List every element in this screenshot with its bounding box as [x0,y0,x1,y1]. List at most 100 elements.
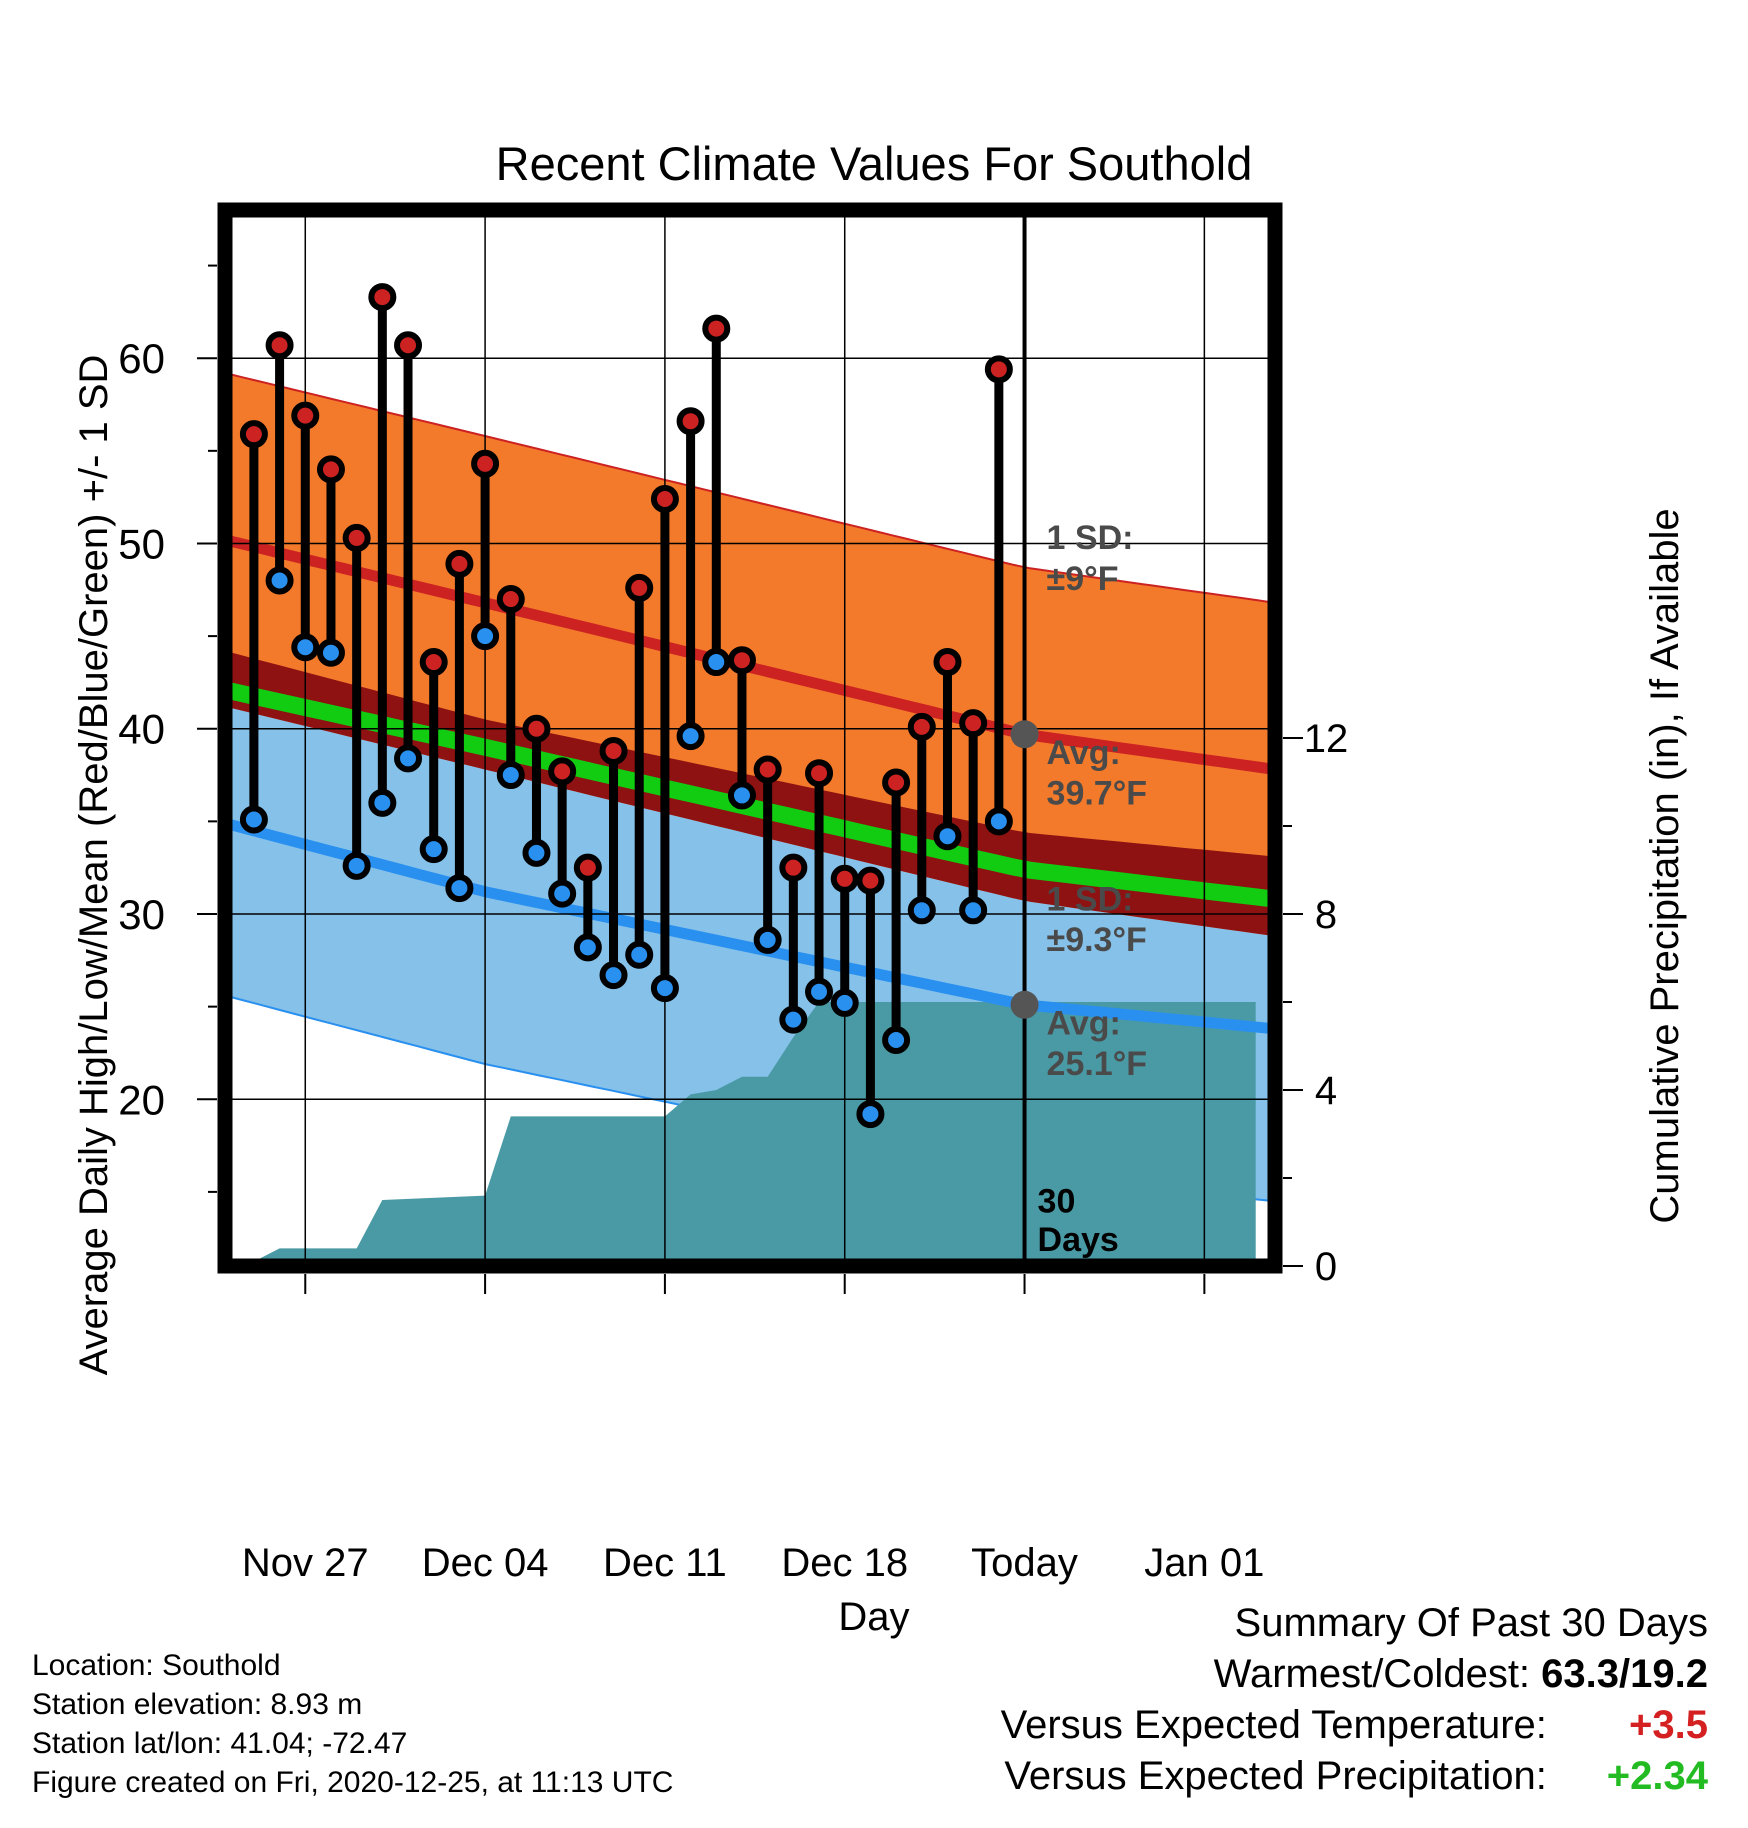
daily-high-point [727,646,756,675]
station-info: Location: Southold Station elevation: 8.… [32,1646,673,1802]
daily-high-point [239,420,268,449]
y2-tick-label: 12 [1304,717,1349,761]
daily-high-point [907,712,936,741]
daily-low-point [342,851,371,880]
y2-tick-label: 0 [1315,1245,1337,1289]
daily-low-point [239,805,268,834]
high-sd-label: 1 SD: [1047,519,1134,557]
daily-high-point [342,523,371,552]
daily-low-point [702,648,731,677]
figure-created: Figure created on Fri, 2020-12-25, at 11… [32,1766,674,1799]
days-label: Days [1038,1221,1119,1259]
daily-low-point [471,622,500,651]
summary-panel: Summary Of Past 30 Days Warmest/Coldest:… [1001,1598,1708,1802]
station-location: Location: Southold [32,1649,281,1682]
daily-low-point [316,638,345,667]
daily-high-point [959,709,988,738]
daily-high-point [676,407,705,436]
y-tick-label: 30 [118,891,165,938]
station-elevation: Station elevation: 8.93 m [32,1688,363,1721]
daily-low-point [419,835,448,864]
daily-low-point [625,940,654,969]
station-latlon: Station lat/lon: 41.04; -72.47 [32,1727,408,1760]
daily-low-point [856,1100,885,1129]
precipitation-value: +2.34 [1606,1754,1708,1798]
daily-high-point [496,585,525,614]
high-avg-label: Avg: [1047,734,1121,772]
warmest-coldest-label: Warmest/Coldest: [1213,1652,1531,1696]
summary-precipitation: Versus Expected Precipitation: +2.34 [1001,1751,1708,1802]
daily-low-point [599,961,628,990]
daily-low-point [548,879,577,908]
y-tick-label: 40 [118,706,165,753]
daily-high-point [650,485,679,514]
high-sd-value: ±9°F [1047,560,1119,598]
daily-low-point [573,933,602,962]
daily-high-point [316,455,345,484]
y-tick-label: 50 [118,520,165,567]
daily-high-point [599,736,628,765]
y-tick-label: 60 [118,335,165,382]
daily-low-point [265,566,294,595]
daily-high-point [291,401,320,430]
days-count: 30 [1038,1182,1076,1220]
daily-low-point [368,788,397,817]
x-tick-label: Today [971,1541,1078,1585]
daily-low-point [650,974,679,1003]
low-sd-label: 1 SD: [1047,880,1134,918]
plot-frame [217,202,1283,1274]
daily-high-point [548,757,577,786]
x-axis-label: Day [838,1595,909,1639]
y2-axis-label: Cumulative Precipitation (in), If Availa… [1643,508,1687,1223]
y2-tick-label: 4 [1315,1069,1337,1113]
x-tick-label: Jan 01 [1144,1541,1264,1585]
daily-high-point [265,331,294,360]
daily-low-point [984,807,1013,836]
daily-low-point [445,874,474,903]
temperature-value: +3.5 [1629,1703,1708,1747]
daily-high-point [753,755,782,784]
daily-high-point [933,648,962,677]
daily-high-point [805,759,834,788]
x-tick-label: Dec 04 [422,1541,549,1585]
cumulative-precip-area [253,1002,1256,1266]
summary-heading: Summary Of Past 30 Days [1234,1601,1708,1645]
daily-low-point [727,781,756,810]
daily-high-point [368,283,397,312]
precipitation-label: Versus Expected Precipitation: [1004,1754,1547,1798]
daily-high-point [419,648,448,677]
daily-low-point [291,633,320,662]
x-tick-label: Nov 27 [242,1541,369,1585]
x-tick-label: Dec 11 [603,1541,727,1585]
daily-high-point [830,864,859,893]
daily-high-point [702,314,731,343]
daily-low-point [933,822,962,851]
daily-high-point [882,768,911,797]
y2-tick-label: 8 [1315,893,1337,937]
high-sd-upper-edge [225,372,1275,604]
low-avg-value: 25.1°F [1047,1045,1148,1083]
daily-high-point [984,355,1013,384]
daily-low-point [907,896,936,925]
summary-warmest-coldest: Warmest/Coldest: 63.3/19.2 [1001,1649,1708,1700]
daily-low-point [676,722,705,751]
daily-low-point [394,744,423,773]
chart-title: Recent Climate Values For Southold [496,137,1253,190]
plot-content [225,210,1275,1266]
daily-high-point [471,449,500,478]
warmest-coldest-value: 63.3/19.2 [1541,1652,1708,1696]
daily-low-point [805,977,834,1006]
daily-high-point [394,331,423,360]
y-axis-label: Average Daily High/Low/Mean (Red/Blue/Gr… [72,355,116,1376]
low-sd-value: ±9.3°F [1047,921,1147,959]
daily-low-point [753,925,782,954]
y-tick-label: 20 [118,1076,165,1123]
daily-low-point [779,1005,808,1034]
low-normal-today-marker [1010,990,1039,1019]
daily-high-point [625,573,654,602]
daily-high-point [856,866,885,895]
low-avg-label: Avg: [1047,1004,1121,1042]
daily-high-point [779,853,808,882]
